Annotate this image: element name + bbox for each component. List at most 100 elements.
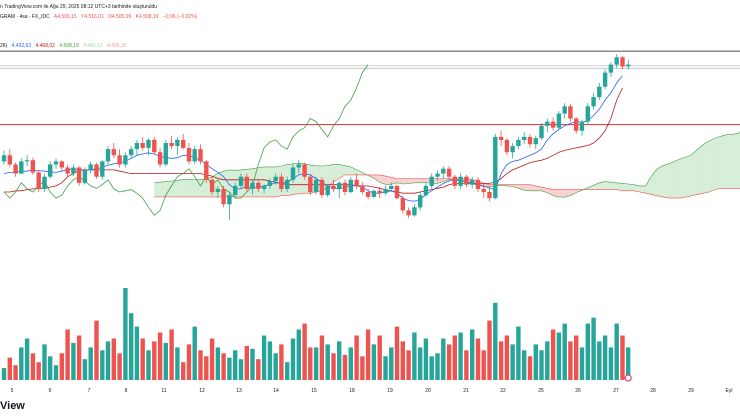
ichimoku-cloud-segment: [345, 165, 351, 175]
ichimoku-cloud-segment: [668, 161, 675, 199]
volume-bar: [562, 323, 567, 380]
candle-body: [550, 121, 556, 128]
volume-bar: [129, 313, 134, 380]
x-tick-label: 6: [49, 388, 52, 394]
x-tick-label: 28: [650, 388, 656, 394]
volume-bar: [446, 344, 452, 380]
candle-body: [250, 182, 255, 189]
candle-body: [597, 86, 602, 98]
ichimoku-cloud-segment: [327, 164, 334, 188]
candle-body: [279, 176, 284, 189]
candle-body: [446, 168, 452, 177]
volume-bar: [539, 350, 544, 380]
candle-body: [227, 195, 232, 205]
ichimoku-conversion-line: [3, 75, 623, 202]
volume-bar: [475, 338, 481, 380]
candle-body: [105, 149, 111, 162]
volume-bar: [608, 347, 614, 380]
ichimoku-label: 26): [0, 43, 8, 49]
volume-bar: [429, 356, 434, 380]
volume-bar: [117, 353, 122, 380]
candle-body: [354, 179, 359, 186]
ichimoku-cloud-segment: [350, 166, 357, 175]
volume-bar: [556, 332, 562, 380]
volume-bar: [371, 344, 377, 380]
x-tick-label: 29: [688, 388, 694, 394]
ichimoku-cloud-segment: [697, 144, 704, 195]
volume-bar: [302, 323, 307, 380]
ichimoku-cloud-segment: [333, 164, 340, 182]
candle-body: [30, 160, 36, 173]
volume-bar: [423, 338, 429, 380]
volume-bar: [100, 350, 105, 380]
volume-bar: [626, 347, 631, 380]
volume-bar: [325, 344, 330, 380]
volume-bar: [82, 359, 88, 380]
ichimoku-cloud-segment: [628, 184, 635, 191]
volume-bar: [285, 362, 290, 380]
candle-body: [71, 167, 76, 174]
ichimoku-cloud-segment: [691, 149, 698, 196]
ichimoku-cloud-segment: [662, 163, 669, 199]
volume-bar: [157, 332, 163, 380]
volume-bar: [256, 359, 261, 380]
candle-body: [7, 155, 12, 165]
ichimoku-cloud-segment: [512, 184, 519, 189]
candle-body: [371, 190, 377, 197]
x-tick-label: 5: [11, 388, 14, 394]
volume-bar: [19, 347, 24, 380]
ichimoku-base-line: [4, 87, 623, 194]
volume-bar: [169, 329, 174, 380]
candle-body: [539, 125, 544, 139]
last-bar-marker: [624, 374, 632, 382]
volume-bar: [348, 347, 353, 380]
ichimoku-cloud-segment: [420, 178, 426, 183]
x-tick-label: 25: [538, 388, 544, 394]
candle-body: [331, 185, 336, 189]
ichimoku-cloud-segment: [275, 165, 282, 197]
volume-bar: [510, 344, 515, 380]
ichimoku-cloud-segment: [356, 169, 363, 175]
volume-bar: [418, 347, 423, 380]
x-tick-label: 12: [199, 388, 205, 394]
candle-body: [308, 176, 313, 192]
candle-body: [209, 179, 215, 193]
candle-body: [406, 210, 411, 216]
candle-body: [481, 188, 486, 192]
x-tick-label: 13: [236, 388, 242, 394]
ichimoku-cloud-segment: [639, 185, 646, 194]
candle-body: [19, 161, 24, 174]
x-tick-label: 21: [463, 388, 469, 394]
x-tick-label: Eyl: [726, 388, 733, 394]
ichimoku-cloud-segment: [252, 167, 259, 197]
ichimoku-lagging-value: 4.508,19: [59, 43, 79, 49]
ichimoku-cloud-segment: [177, 179, 184, 197]
ichimoku-cloud-segment: [443, 178, 450, 182]
volume-bar: [516, 326, 521, 380]
candle-body: [215, 188, 221, 192]
volume-bar: [522, 350, 527, 380]
volume-bar: [342, 354, 348, 380]
ichimoku-cloud-segment: [680, 157, 687, 199]
candle-body: [76, 167, 82, 183]
ichimoku-cloud-segment: [564, 189, 571, 198]
ichimoku-cloud-segment: [408, 178, 415, 184]
x-tick-label: 8: [125, 388, 128, 394]
ichimoku-legend[interactable]: 26) 4.492,63 4.468,02 4.508,19 4.480,12 …: [0, 43, 130, 49]
ichimoku-cloud-segment: [651, 169, 658, 196]
symbol-name[interactable]: GRAM · 4sa · FX_IDC: [0, 14, 50, 20]
candle-body: [146, 139, 151, 148]
volume-bar: [308, 347, 313, 380]
volume-bar: [175, 347, 180, 380]
volume-bar: [579, 347, 585, 380]
volume-bar: [140, 338, 145, 380]
x-tick-label: 7: [88, 388, 91, 394]
volume-bar: [481, 350, 486, 380]
candle-body: [140, 143, 145, 148]
candle-body: [383, 188, 388, 194]
candle-body: [348, 179, 353, 193]
ichimoku-cloud-segment: [264, 166, 270, 197]
candle-body: [157, 152, 163, 165]
volume-bar: [365, 329, 371, 380]
